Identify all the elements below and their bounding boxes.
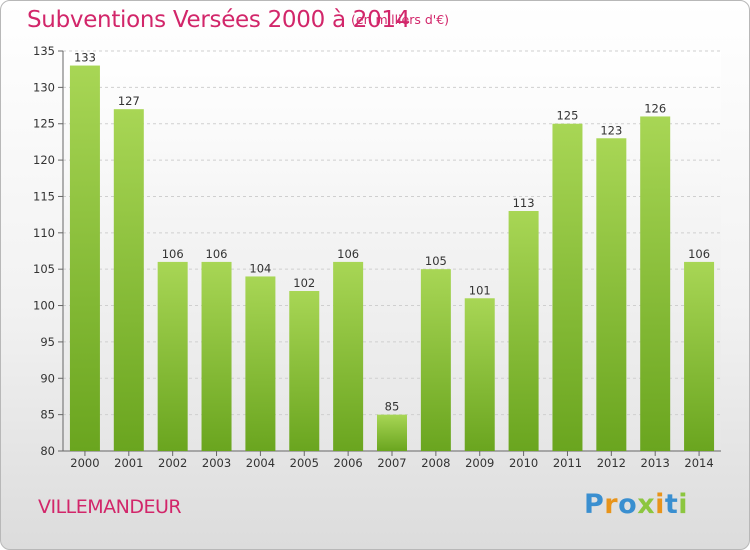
x-tick-label: 2002: [158, 456, 187, 470]
logo-letter: r: [604, 489, 619, 520]
y-tick-label: 130: [33, 80, 55, 94]
bar: [245, 276, 276, 451]
bar: [684, 261, 715, 451]
bar: [201, 261, 232, 451]
logo-letter: o: [618, 489, 638, 520]
bar-value-label: 106: [206, 247, 228, 261]
bar-value-label: 106: [162, 247, 184, 261]
bar: [596, 138, 627, 452]
x-tick-label: 2004: [246, 456, 275, 470]
bar-value-label: 106: [688, 247, 710, 261]
x-tick-label: 2012: [597, 456, 626, 470]
x-tick-label: 2003: [202, 456, 231, 470]
bar-value-label: 102: [293, 276, 315, 290]
bar: [508, 211, 539, 451]
x-tick-label: 2008: [421, 456, 450, 470]
bar-value-label: 101: [469, 283, 491, 297]
x-tick-label: 2010: [509, 456, 538, 470]
bar: [289, 291, 320, 451]
y-tick-label: 105: [33, 262, 55, 276]
x-tick-label: 2014: [684, 456, 713, 470]
y-tick-label: 80: [40, 444, 55, 458]
bar: [552, 123, 583, 452]
bar-value-label: 123: [600, 123, 622, 137]
logo-letter: i: [678, 489, 689, 520]
y-tick-label: 100: [33, 299, 55, 313]
bar: [69, 65, 100, 451]
bar: [113, 109, 144, 451]
logo-letter: x: [637, 489, 656, 520]
y-tick-label: 95: [40, 335, 55, 349]
bar-value-label: 104: [249, 261, 271, 275]
x-tick-label: 2011: [553, 456, 582, 470]
x-tick-label: 2001: [114, 456, 143, 470]
bar: [377, 414, 407, 451]
x-tick-label: 2007: [377, 456, 406, 470]
y-tick-label: 125: [33, 117, 55, 131]
bar-value-label: 126: [644, 101, 666, 115]
bar-value-label: 105: [425, 254, 447, 268]
y-tick-label: 120: [33, 153, 55, 167]
logo-letter: t: [664, 489, 679, 520]
x-tick-label: 2009: [465, 456, 494, 470]
bar: [640, 116, 671, 452]
bar-value-label: 125: [556, 109, 578, 123]
bar-value-label: 85: [385, 400, 400, 414]
x-tick-label: 2000: [70, 456, 99, 470]
bar: [464, 298, 495, 451]
bar-value-label: 133: [74, 51, 96, 65]
bar-value-label: 113: [513, 196, 535, 210]
logo-letter: P: [584, 489, 605, 520]
y-tick-label: 110: [33, 226, 55, 240]
x-tick-label: 2013: [641, 456, 670, 470]
chart-title: Subventions Versées 2000 à 2014: [27, 7, 411, 33]
bar-value-label: 127: [118, 94, 140, 108]
bar: [420, 269, 451, 451]
bar: [157, 261, 188, 451]
y-tick-label: 85: [40, 408, 55, 422]
y-tick-label: 90: [40, 371, 55, 385]
x-tick-label: 2005: [290, 456, 319, 470]
bar: [333, 261, 364, 451]
proxiti-logo: Proxiti: [584, 489, 688, 520]
y-tick-label: 115: [33, 189, 55, 203]
commune-name: VILLEMANDEUR: [38, 496, 182, 518]
bar-value-label: 106: [337, 247, 359, 261]
logo-letter: i: [655, 489, 665, 520]
x-tick-label: 2006: [333, 456, 362, 470]
chart-unit: (en milliers d'€): [351, 12, 450, 27]
y-tick-label: 135: [33, 44, 55, 58]
